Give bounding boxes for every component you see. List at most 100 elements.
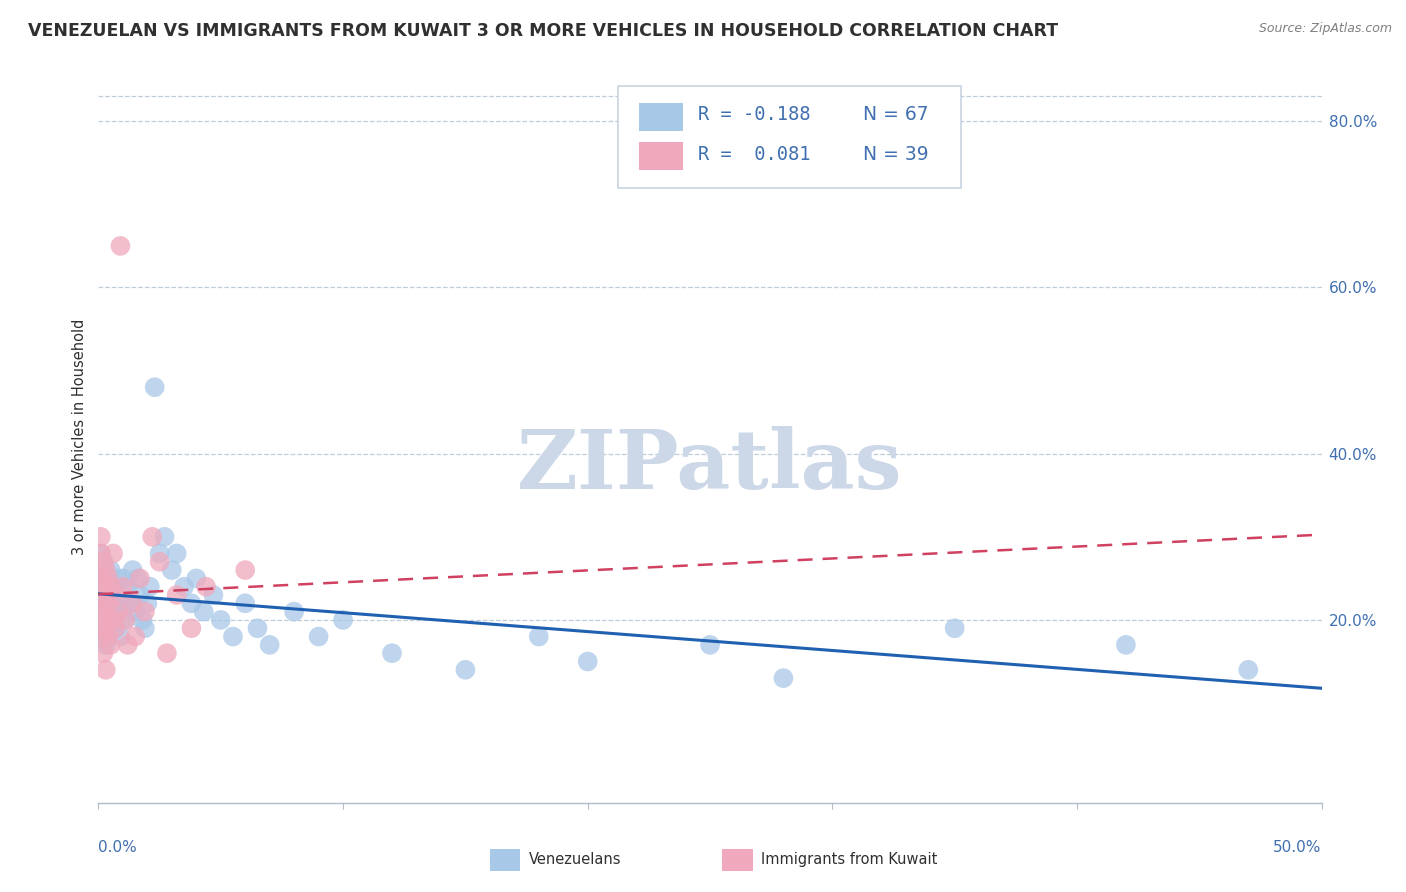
Point (94, 663, 117, 677)
Point (120, 596, 142, 610)
Point (104, 596, 127, 610)
Point (127, 571, 149, 585)
Point (94, 588, 117, 602)
Point (195, 580, 218, 594)
Text: 0.0%: 0.0% (98, 840, 138, 855)
Point (97, 571, 120, 585)
Point (943, 621, 966, 635)
Point (94, 621, 117, 635)
Point (114, 613, 136, 627)
Point (100, 580, 122, 594)
Text: N = 39: N = 39 (863, 145, 928, 163)
Point (90, 630, 112, 644)
Point (149, 546, 172, 560)
Point (94, 580, 117, 594)
Point (91, 555, 114, 569)
Point (90, 571, 112, 585)
Point (104, 621, 127, 635)
Point (90, 530, 112, 544)
FancyBboxPatch shape (619, 86, 960, 188)
Point (180, 596, 202, 610)
Point (209, 613, 232, 627)
Text: Source: ZipAtlas.com: Source: ZipAtlas.com (1258, 22, 1392, 36)
Text: R =  0.081: R = 0.081 (697, 145, 810, 163)
Point (143, 380, 166, 394)
Point (283, 605, 305, 619)
Point (160, 563, 183, 577)
Point (180, 621, 202, 635)
Point (91, 605, 114, 619)
Point (91, 580, 114, 594)
Point (100, 563, 122, 577)
Point (101, 580, 124, 594)
Text: Immigrants from Kuwait: Immigrants from Kuwait (762, 852, 938, 867)
Point (107, 571, 129, 585)
Point (1237, 663, 1260, 677)
Text: 50.0%: 50.0% (1274, 840, 1322, 855)
Point (100, 638, 122, 652)
Point (124, 605, 146, 619)
Point (91, 646, 114, 660)
Point (156, 646, 179, 660)
Point (153, 530, 176, 544)
Point (117, 638, 139, 652)
Point (111, 580, 134, 594)
Point (173, 580, 195, 594)
Point (699, 638, 721, 652)
Point (107, 605, 129, 619)
Point (246, 621, 269, 635)
Point (90, 546, 112, 560)
Point (110, 239, 132, 253)
Point (233, 563, 256, 577)
Point (193, 605, 215, 619)
Point (94, 563, 117, 577)
Point (134, 605, 156, 619)
Point (166, 588, 188, 602)
Point (166, 546, 188, 560)
Y-axis label: 3 or more Vehicles in Household: 3 or more Vehicles in Household (72, 319, 87, 555)
Point (527, 630, 550, 644)
Point (110, 630, 132, 644)
Point (90, 621, 112, 635)
Text: VENEZUELAN VS IMMIGRANTS FROM KUWAIT 3 OR MORE VEHICLES IN HOUSEHOLD CORRELATION: VENEZUELAN VS IMMIGRANTS FROM KUWAIT 3 O… (28, 22, 1059, 40)
FancyBboxPatch shape (640, 103, 683, 130)
Point (117, 580, 139, 594)
Text: Venezuelans: Venezuelans (529, 852, 621, 867)
Point (104, 588, 127, 602)
Point (111, 596, 134, 610)
Point (91, 630, 114, 644)
Point (259, 638, 281, 652)
Point (308, 630, 330, 644)
FancyBboxPatch shape (640, 143, 683, 170)
Point (134, 621, 156, 635)
Point (186, 571, 208, 585)
Point (97, 571, 120, 585)
Point (100, 613, 122, 627)
Point (136, 596, 159, 610)
Point (91, 580, 114, 594)
Point (97, 621, 120, 635)
Point (101, 605, 124, 619)
Point (101, 546, 124, 560)
Point (772, 671, 794, 685)
FancyBboxPatch shape (489, 849, 520, 871)
Point (107, 605, 129, 619)
Point (149, 555, 172, 569)
Point (104, 621, 127, 635)
Point (97, 596, 120, 610)
Point (139, 580, 162, 594)
Point (129, 588, 152, 602)
Point (381, 646, 404, 660)
Point (90, 546, 112, 560)
Point (454, 663, 477, 677)
Point (94, 563, 117, 577)
Point (90, 596, 112, 610)
Point (202, 588, 225, 602)
Point (131, 613, 153, 627)
Point (121, 596, 143, 610)
Point (129, 571, 152, 585)
Point (141, 530, 163, 544)
Point (233, 596, 256, 610)
Point (124, 630, 146, 644)
Point (121, 563, 143, 577)
